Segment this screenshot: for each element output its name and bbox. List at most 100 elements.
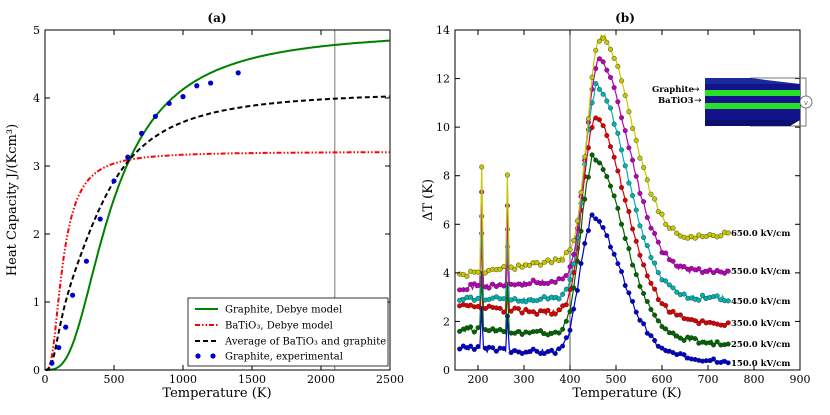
- legend-label-experimental: Graphite, experimental: [225, 352, 343, 363]
- a-series-average: [45, 95, 390, 371]
- b-series-point: [475, 303, 481, 309]
- layer-batio3-3: [705, 109, 800, 120]
- b-series-point: [648, 254, 654, 260]
- b-series-point: [490, 281, 496, 287]
- b-series-point: [567, 276, 573, 282]
- a-xtick-label: 2500: [376, 373, 404, 386]
- b-series-point: [622, 283, 628, 289]
- b-series-point: [615, 261, 621, 267]
- a-ytick-label: 0: [33, 364, 40, 377]
- b-series-point: [475, 325, 481, 331]
- b-series-point: [527, 262, 533, 268]
- b-series-point: [652, 196, 658, 202]
- b-series-point: [604, 39, 610, 45]
- b-series-point: [475, 283, 481, 289]
- panel-b-plot-area: [457, 30, 731, 370]
- b-series-point: [619, 78, 625, 84]
- b-series-point: [626, 180, 632, 186]
- b-series-point: [604, 174, 610, 180]
- b-series-point: [600, 35, 606, 41]
- b-field-label: 550.0 kV/cm: [731, 267, 790, 277]
- b-series-point: [501, 329, 507, 335]
- b-series-point: [707, 267, 713, 273]
- b-series-point: [630, 157, 636, 163]
- a-xtick-label: 0: [42, 373, 49, 386]
- b-series-point: [589, 152, 595, 158]
- b-series-point: [655, 318, 661, 324]
- b-series-point: [648, 306, 654, 312]
- b-series-point: [707, 340, 713, 346]
- b-series-point: [508, 308, 514, 314]
- b-series-point: [460, 297, 466, 303]
- b-series-point: [501, 283, 507, 289]
- b-series-point: [674, 230, 680, 236]
- b-series-point: [589, 212, 595, 218]
- b-series-point: [630, 226, 636, 232]
- inset-stack: [705, 78, 800, 126]
- layer-batio3-2: [705, 96, 800, 103]
- panel-a-xlabel: Temperature (K): [162, 386, 271, 401]
- b-series-point: [681, 291, 687, 297]
- b-series-point: [512, 266, 518, 272]
- b-series-point: [527, 349, 533, 355]
- b-series-point: [560, 257, 566, 263]
- b-series-point: [578, 260, 584, 266]
- b-series-point: [563, 318, 569, 324]
- b-series-point: [626, 145, 632, 151]
- b-series-point: [626, 209, 632, 215]
- panel-b-frame: [454, 29, 801, 371]
- b-series-point: [648, 280, 654, 286]
- b-series-point: [633, 207, 639, 213]
- b-series-point: [482, 306, 488, 312]
- b-series-point: [641, 199, 647, 205]
- b-series-point: [641, 235, 647, 241]
- b-series-point: [648, 225, 654, 231]
- b-series-point: [663, 221, 669, 227]
- panel-b-ylabel: ΔT (K): [421, 179, 436, 221]
- b-series-point: [486, 285, 492, 291]
- b-series-point: [630, 262, 636, 268]
- b-series-point: [512, 296, 518, 302]
- b-series-point: [607, 244, 613, 250]
- b-series-point: [571, 251, 577, 257]
- b-series-point: [519, 310, 525, 316]
- b-ytick-label: 12: [436, 73, 450, 86]
- b-series-point: [659, 211, 665, 217]
- b-series-point: [670, 285, 676, 291]
- b-series-point: [607, 46, 613, 52]
- b-series-point: [659, 324, 665, 330]
- b-series-point: [593, 47, 599, 53]
- b-series-point: [652, 337, 658, 343]
- b-series-point: [471, 329, 477, 335]
- b-series-point: [652, 260, 658, 266]
- b-series-point: [604, 233, 610, 239]
- b-field-label: 450.0 kV/cm: [731, 297, 790, 307]
- b-series-point: [475, 295, 481, 301]
- b-series-point: [574, 218, 580, 224]
- legend-label-batio3: BaTiO₃, Debye model: [225, 321, 333, 332]
- b-series-point: [637, 317, 643, 323]
- b-series-point: [534, 348, 540, 354]
- b-series-point: [519, 331, 525, 337]
- b-series-point: [552, 311, 558, 317]
- b-ytick-label: 4: [443, 267, 450, 280]
- a-xtick-label: 2000: [307, 373, 335, 386]
- a-xtick-label: 1000: [169, 373, 197, 386]
- b-series-point: [497, 266, 503, 272]
- b-xtick-label: 500: [606, 373, 627, 386]
- b-series-point: [637, 223, 643, 229]
- b-series-point: [563, 335, 569, 341]
- b-field-label: 150.0 kV/cm: [731, 359, 790, 369]
- a-experimental-point: [235, 70, 241, 76]
- b-series-point: [567, 309, 573, 315]
- b-series-point: [725, 298, 731, 304]
- b-series-point: [655, 270, 661, 276]
- b-series-point: [674, 289, 680, 295]
- a-series-batio3: [45, 151, 390, 371]
- legend-label-graphite: Graphite, Debye model: [225, 305, 342, 316]
- b-series-point: [644, 330, 650, 336]
- b-series-point: [530, 277, 536, 283]
- b-series-point: [508, 264, 514, 270]
- b-series-point: [600, 225, 606, 231]
- b-xtick-label: 600: [652, 373, 673, 386]
